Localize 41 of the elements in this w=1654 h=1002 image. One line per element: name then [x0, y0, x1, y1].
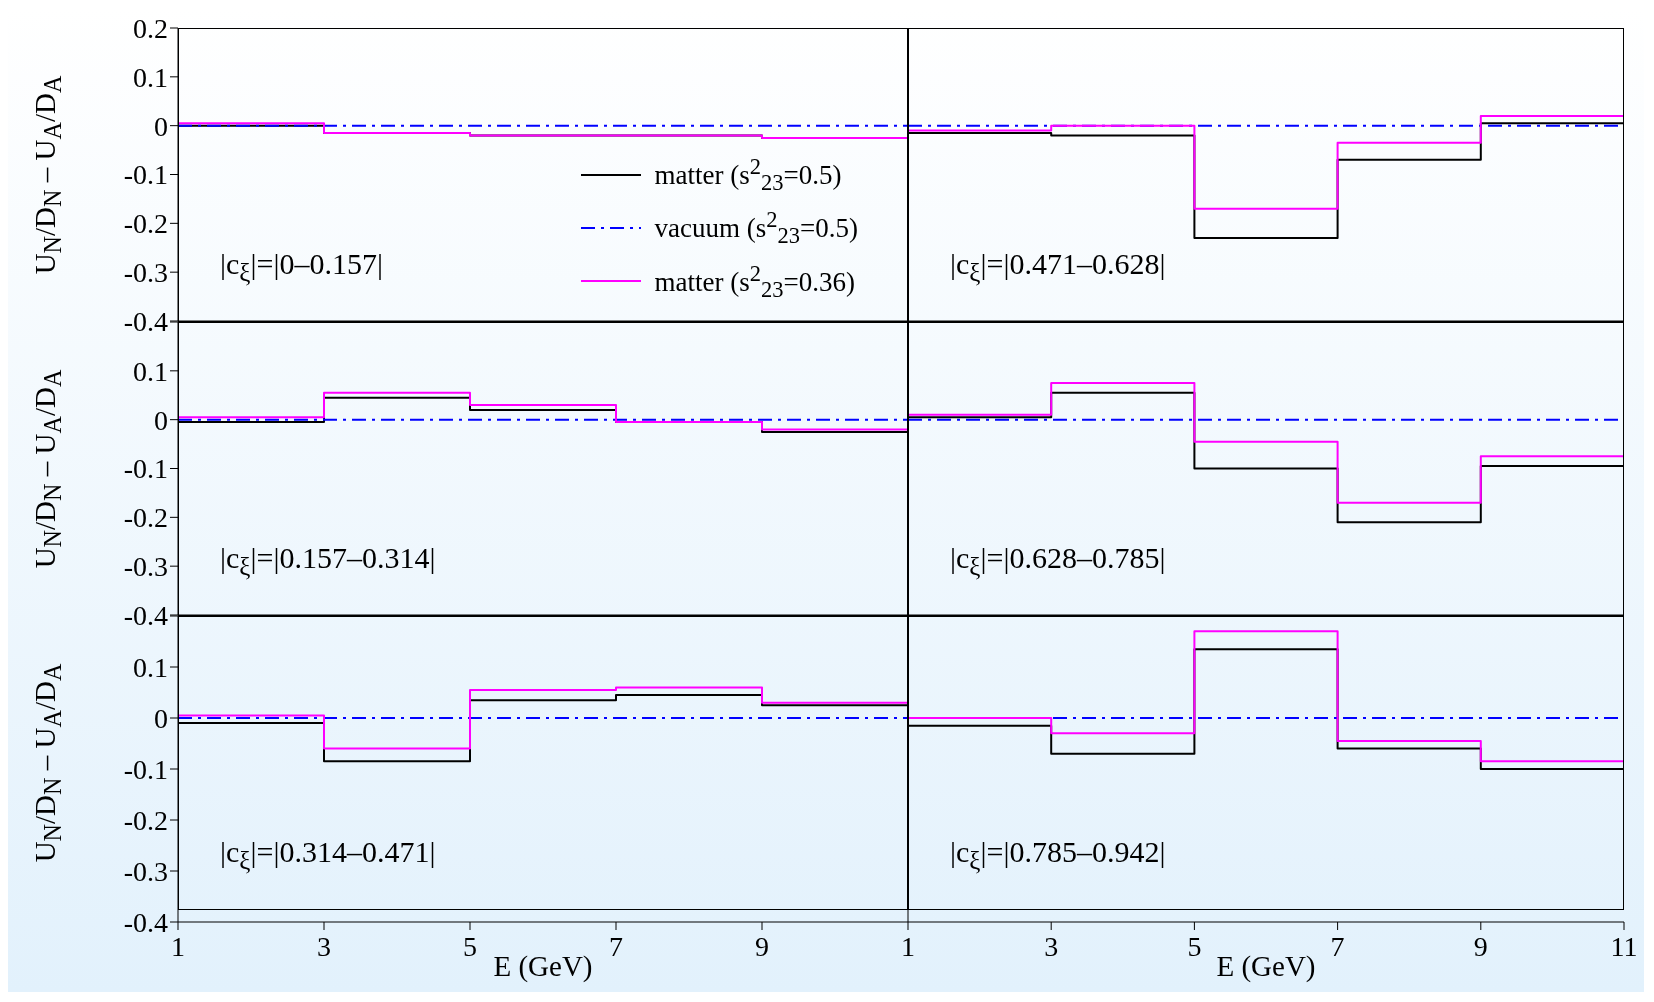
y-tick-label: -0.1	[123, 159, 168, 191]
y-tick-label: 0.1	[133, 61, 168, 93]
annotation: |c$_{ξ}$|=|0.471–0.628|	[950, 247, 1166, 286]
x-tick-label: 7	[609, 930, 623, 962]
y-tick-label: -0.1	[123, 453, 168, 485]
y-tick-label: 0	[154, 110, 168, 142]
annotation: |c$_{ξ}$|=|0.628–0.785|	[950, 541, 1166, 580]
x-tick-label: 3	[1044, 930, 1059, 962]
y-tick-label: -0.4	[123, 599, 168, 631]
annotation: |c$_{ξ}$|=|0.785–0.942|	[950, 835, 1166, 874]
legend-label: matter (s$^{2}$$_{23}$=0.36)	[654, 259, 855, 304]
y-tick-label: -0.3	[123, 257, 168, 289]
y-tick-label: -0.3	[123, 551, 168, 583]
y-tick-label: -0.4	[123, 906, 168, 938]
x-tick-label: 7	[1330, 930, 1345, 962]
annotation: |c$_{ξ}$|=|0.157–0.314|	[220, 541, 436, 580]
y-tick-label: 0.2	[133, 12, 168, 44]
y-tick-label: -0.4	[123, 305, 168, 337]
y-tick-label: 0	[154, 702, 168, 734]
x-axis-title: E (GeV)	[493, 950, 593, 982]
x-tick-label: 9	[755, 930, 769, 962]
x-tick-label: 9	[1473, 930, 1488, 962]
annotation: |c$_{ξ}$|=|0–0.157|	[220, 247, 383, 286]
x-tick-label: 1	[171, 930, 185, 962]
x-tick-label: 11	[1610, 930, 1638, 962]
x-tick-label: 5	[1187, 930, 1202, 962]
x-tick-label: 3	[317, 930, 331, 962]
annotation: |c$_{ξ}$|=|0.314–0.471|	[220, 835, 436, 874]
y-tick-label: -0.2	[123, 208, 168, 240]
y-tick-label: 0	[154, 404, 168, 436]
x-tick-label: 1	[901, 930, 915, 962]
y-tick-label: -0.1	[123, 753, 168, 785]
y-tick-label: -0.2	[123, 502, 168, 534]
y-tick-label: 0.1	[133, 651, 168, 683]
x-axis-title: E (GeV)	[1216, 950, 1316, 982]
legend-label: matter (s$^{2}$$_{23}$=0.5)	[654, 152, 842, 198]
y-tick-label: -0.2	[123, 804, 168, 836]
x-tick-label: 5	[463, 930, 477, 962]
y-tick-label: -0.3	[123, 855, 168, 887]
legend-label: vacuum (s$^{2}$$_{23}$=0.5)	[654, 206, 858, 251]
y-tick-label: 0.1	[133, 355, 168, 387]
